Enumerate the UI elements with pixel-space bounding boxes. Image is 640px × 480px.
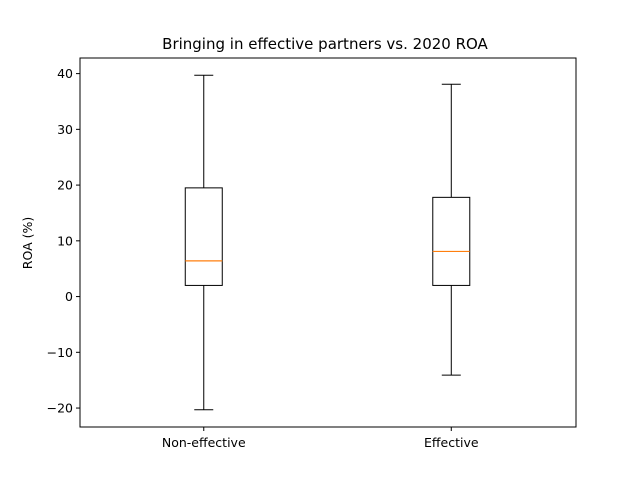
- x-tick-label: Effective: [424, 435, 479, 450]
- y-tick-label: −20: [47, 401, 73, 416]
- plot-area: [79, 57, 577, 428]
- x-axis: Non-effective Effective: [162, 427, 479, 450]
- y-tick-label: 20: [57, 178, 73, 193]
- boxes: [184, 74, 471, 411]
- y-tick-label: 0: [65, 289, 73, 304]
- y-axis: −20 −10 0 10 20 30 40: [47, 66, 80, 416]
- box-effective: [432, 83, 471, 376]
- box-non-effective: [184, 74, 223, 411]
- y-tick-label: 10: [57, 233, 73, 248]
- chart-title: Bringing in effective partners vs. 2020 …: [162, 35, 488, 53]
- x-tick-label: Non-effective: [162, 435, 246, 450]
- plot-frame: [79, 57, 577, 428]
- y-axis-label: ROA (%): [20, 217, 35, 269]
- y-tick-label: 30: [57, 122, 73, 137]
- y-tick-label: 40: [57, 66, 73, 81]
- y-tick-label: −10: [47, 345, 73, 360]
- iqr-box: [432, 196, 471, 286]
- iqr-box: [184, 187, 223, 286]
